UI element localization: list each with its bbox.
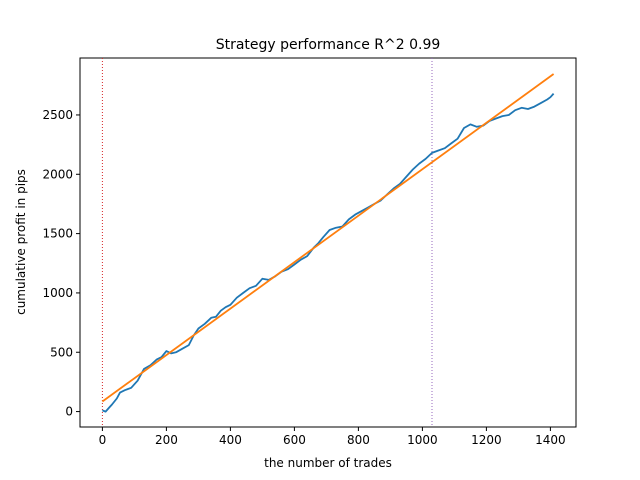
y-tick-label-4: 2000 <box>42 167 73 181</box>
chart-title: Strategy performance R^2 0.99 <box>216 37 441 53</box>
x-tick-label-1: 200 <box>155 433 178 447</box>
x-tick-label-5: 1000 <box>407 433 438 447</box>
x-tick-label-3: 600 <box>283 433 306 447</box>
y-axis-label: cumulative profit in pips <box>14 169 28 315</box>
plot-area-frame <box>79 57 577 428</box>
x-tick-label-6: 1200 <box>471 433 502 447</box>
y-tick-label-5: 2500 <box>42 108 73 122</box>
series-line-1 <box>101 73 555 403</box>
y-tick-label-2: 1000 <box>42 286 73 300</box>
y-tick-label-1: 500 <box>50 345 73 359</box>
y-axis-ticks: 0 500 1000 1500 2000 2500 <box>42 108 80 419</box>
vertical-marker-lines <box>101 58 433 427</box>
y-tick-label-0: 0 <box>65 405 73 419</box>
x-tick-label-0: 0 <box>99 433 107 447</box>
x-axis-label: the number of trades <box>264 456 392 470</box>
x-tick-label-4: 800 <box>347 433 370 447</box>
x-tick-label-2: 400 <box>219 433 242 447</box>
series-layer <box>101 73 555 413</box>
x-tick-label-7: 1400 <box>535 433 566 447</box>
y-tick-label-3: 1500 <box>42 227 73 241</box>
x-axis-ticks: 0 200 400 600 800 1000 1200 1400 <box>99 427 566 447</box>
series-line-0 <box>102 93 555 413</box>
